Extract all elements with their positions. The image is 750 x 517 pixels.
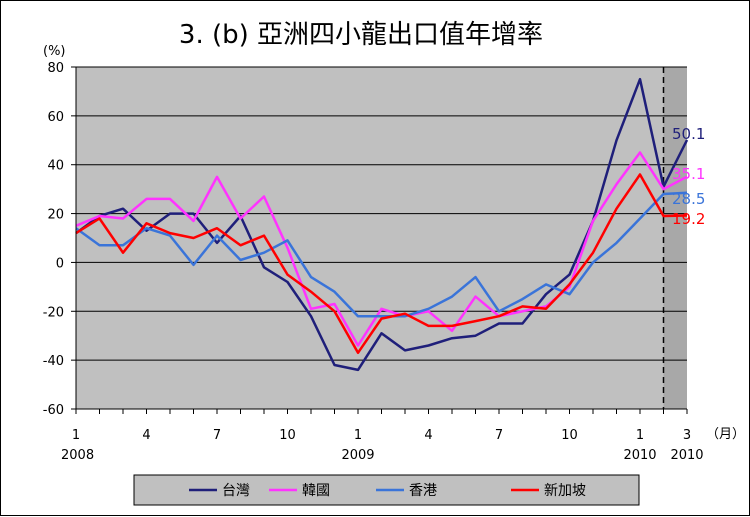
legend-label-1: 韓國: [302, 483, 330, 499]
x-tick-label: 4: [424, 428, 432, 443]
x-tick-label: 1: [636, 428, 644, 443]
legend-label-3: 新加坡: [544, 483, 586, 499]
y-tick-label: 60: [47, 110, 64, 125]
series-line-3: [75, 173, 688, 355]
y-tick-label: 0: [56, 256, 64, 271]
series-line-2: [75, 191, 688, 318]
x-tick-label: 10: [279, 428, 296, 443]
chart-title: 3. (b) 亞洲四小龍出口值年增率: [179, 20, 543, 50]
y-tick-label: -40: [43, 354, 64, 369]
y-tick-label: -60: [43, 403, 64, 418]
end-value-label-3: 19.2: [672, 210, 705, 228]
x-tick-label: 4: [142, 428, 150, 443]
x-tick-label: 7: [213, 428, 221, 443]
end-value-label-0: 50.1: [672, 125, 705, 143]
x-tick-label: 1: [354, 428, 362, 443]
y-tick-label: 80: [47, 61, 64, 76]
plot-area: [76, 67, 687, 409]
legend-label-0: 台灣: [222, 483, 250, 499]
x-tick-label: 1: [72, 428, 80, 443]
x-tick-label: 3: [683, 428, 691, 443]
x-year-label: 2010: [670, 448, 703, 463]
legend-label-2: 香港: [409, 483, 437, 499]
end-value-label-1: 35.1: [672, 165, 705, 183]
series-line-0: [75, 77, 689, 372]
x-axis-unit: （月）: [706, 427, 745, 442]
shaded-region: [663, 67, 687, 409]
x-tick-label: 7: [495, 428, 503, 443]
y-axis-unit: (%): [43, 44, 66, 59]
x-year-label: 2010: [623, 448, 656, 463]
series-line-1: [75, 151, 688, 347]
y-tick-label: 40: [47, 159, 64, 174]
y-tick-label: 20: [47, 208, 64, 223]
y-tick-label: -20: [43, 305, 64, 320]
x-year-label: 2008: [61, 448, 94, 463]
x-year-label: 2009: [341, 448, 374, 463]
end-value-label-2: 28.5: [672, 190, 705, 208]
x-tick-label: 10: [561, 428, 578, 443]
